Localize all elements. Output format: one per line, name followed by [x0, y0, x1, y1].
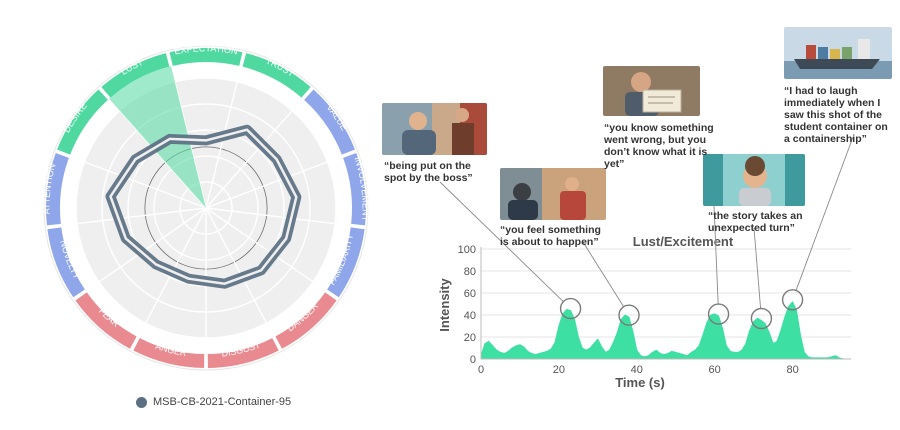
- thumbnail-meeting-scene: [500, 168, 606, 220]
- radar-category-band: [327, 227, 365, 298]
- illustration-ship-icon: [784, 27, 892, 79]
- annotation-leader-line: [582, 241, 625, 307]
- radar-spoke: [205, 207, 268, 324]
- illustration-boss-icon: [382, 103, 487, 155]
- legend-label: MSB-CB-2021-Container-95: [153, 396, 292, 408]
- radar-spoke: [205, 110, 293, 209]
- y-tick-label: 100: [458, 244, 476, 256]
- y-tick-label: 0: [470, 354, 476, 366]
- radar-category-band: [75, 292, 137, 349]
- thumbnail-surprise-scene: [703, 154, 805, 206]
- radar-category-band: [343, 153, 366, 226]
- radar-category-label: EXPECTATION: [174, 43, 239, 56]
- annotation-circle: [559, 297, 582, 320]
- radar-category-band: [242, 53, 311, 98]
- y-axis-label: Intensity: [437, 278, 452, 332]
- chart-title: Lust/Excitement: [633, 234, 734, 249]
- annotation-circle: [618, 304, 640, 326]
- radar-category-band: [101, 53, 170, 98]
- radar-spoke: [98, 207, 207, 283]
- radar-series-inner-line: [109, 128, 298, 285]
- legend-marker: [136, 396, 147, 408]
- x-tick-label: 0: [478, 364, 484, 376]
- radar-category-band: [46, 153, 69, 226]
- annotation-text-3: “you know something went wrong, but you …: [604, 122, 714, 170]
- annotation-text-4: “the story takes an unexpected turn”: [708, 210, 803, 234]
- x-tick-label: 20: [553, 364, 565, 376]
- radar-category-band: [207, 338, 279, 368]
- x-tick-label: 40: [631, 364, 643, 376]
- radar-category-band: [304, 89, 355, 155]
- radar-spoke: [144, 207, 207, 324]
- illustration-surprise-icon: [703, 154, 805, 206]
- radar-category-band: [57, 89, 108, 155]
- thumbnail-ship-scene: [784, 27, 892, 79]
- annotation-text-1: “being put on the spot by the boss”: [384, 160, 473, 184]
- y-tick-label: 60: [464, 288, 476, 300]
- annotation-leader-line: [795, 136, 854, 291]
- x-tick-label: 80: [786, 364, 798, 376]
- thumbnail-document-scene: [603, 66, 700, 116]
- x-axis-label: Time (s): [615, 375, 665, 390]
- annotation-leader-line: [439, 181, 564, 302]
- radar-chart: EXPECTATIONTRUSTVALUEINVOLVEMENTFAMILIAR…: [41, 43, 371, 371]
- radar-spoke: [205, 81, 238, 209]
- radar-spoke: [84, 161, 207, 209]
- y-tick-label: 40: [464, 310, 476, 322]
- radar-highlight-wedge: [109, 66, 206, 208]
- annotation-leader-line: [753, 227, 762, 309]
- annotation-circle: [781, 289, 804, 311]
- annotation-circle: [707, 303, 730, 325]
- illustration-meeting-icon: [500, 168, 606, 220]
- illustration-document-icon: [603, 66, 700, 116]
- annotation-text-5: “I had to laugh immediately when I saw t…: [784, 85, 888, 145]
- thumbnail-boss-scene: [382, 103, 487, 155]
- radar-category-band: [47, 227, 85, 298]
- radar-category-band: [275, 292, 337, 349]
- radar-spoke: [205, 207, 314, 283]
- radar-spoke: [205, 161, 328, 209]
- y-tick-label: 20: [464, 332, 476, 344]
- legend: MSB-CB-2021-Container-95: [136, 396, 291, 408]
- x-tick-label: 60: [709, 364, 721, 376]
- y-tick-label: 80: [464, 266, 476, 278]
- annotation-circle: [750, 307, 773, 330]
- radar-spoke: [205, 207, 336, 225]
- radar-spoke: [76, 207, 207, 225]
- radar-category-band: [169, 48, 243, 66]
- annotation-text-2: “you feel something is about to happen”: [500, 224, 601, 248]
- radar-category-band: [133, 338, 205, 368]
- intensity-area: [480, 301, 844, 360]
